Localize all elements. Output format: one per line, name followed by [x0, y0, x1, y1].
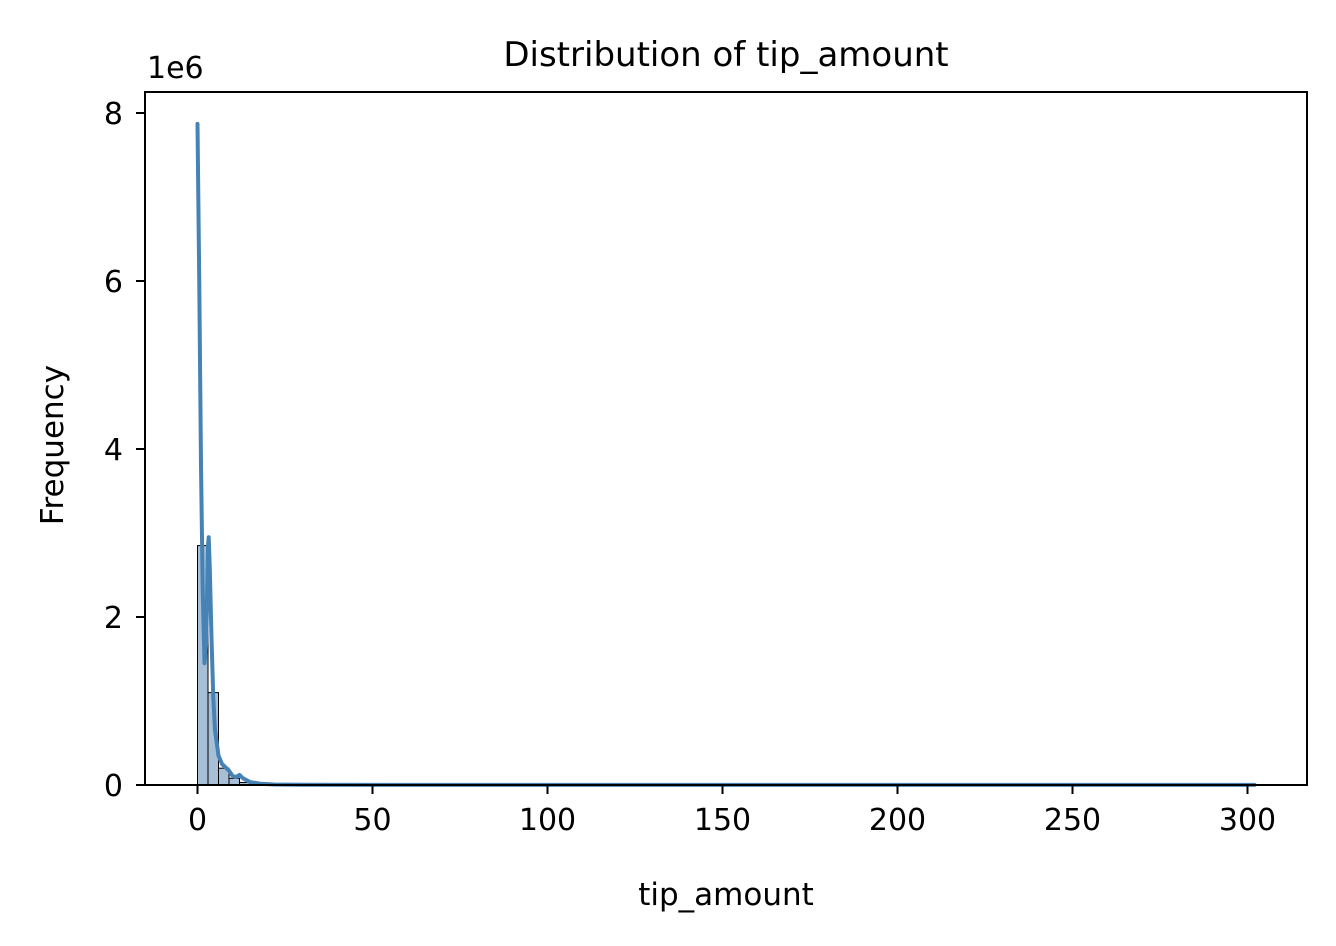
y-tick-label-3: 6 [104, 265, 123, 300]
y-axis-ticks: 0 2 4 6 8 [104, 97, 145, 804]
x-tick-label-0: 0 [188, 803, 207, 838]
x-tick-label-3: 150 [694, 803, 751, 838]
x-axis-ticks: 0 50 100 150 200 250 300 [188, 785, 1276, 838]
kde-curve-layer [195, 121, 1257, 787]
y-tick-label-0: 0 [104, 769, 123, 804]
x-axis-label: tip_amount [638, 877, 814, 913]
x-tick-label-1: 50 [353, 803, 391, 838]
chart-title: Distribution of tip_amount [503, 35, 948, 75]
y-tick-label-4: 8 [104, 97, 123, 132]
y-axis-label: Frequency [35, 365, 71, 525]
kde-curve [195, 121, 1257, 787]
x-tick-label-6: 300 [1219, 803, 1276, 838]
x-tick-label-4: 200 [869, 803, 926, 838]
y-tick-label-2: 4 [104, 433, 123, 468]
y-offset-label: 1e6 [147, 51, 204, 86]
x-tick-label-2: 100 [519, 803, 576, 838]
y-tick-label-1: 2 [104, 601, 123, 636]
x-tick-label-5: 250 [1044, 803, 1101, 838]
plot-frame [144, 91, 1308, 786]
histogram-bar-3 [228, 777, 240, 786]
